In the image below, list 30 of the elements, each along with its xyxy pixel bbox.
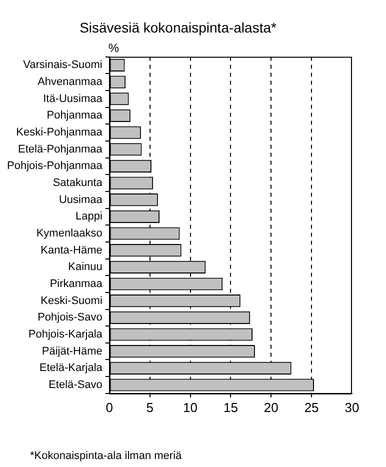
y-tick-label: Kymenlaakso [36,228,102,240]
y-tick-label: Pohjanmaa [46,110,104,122]
y-tick-label: Pohjois-Savo [38,312,102,324]
y-tick-label: Ahvenanmaa [38,76,104,88]
y-tick-label: Keski-Suomi [40,294,102,307]
y-tick-label: Päijät-Häme [42,345,102,358]
x-tick-label: 25 [304,400,319,415]
y-tick-label: Pohjois-Karjala [28,328,104,341]
y-tick-label: Pohjois-Pohjanmaa [7,160,104,172]
x-tick-label: 30 [344,400,360,415]
y-tick-label: Kanta-Häme [40,244,102,256]
x-tick-label: 5 [146,400,154,415]
y-tick-label: Satakunta [52,177,104,190]
text: *Kokonaispinta-ala ilman meriä [30,450,183,462]
y-tick-label: Uusimaa [58,194,104,206]
y-tick-label: Pirkanmaa [50,278,104,290]
y-tick-label: Etelä-Savo [48,379,102,392]
y-tick-label: Etelä-Pohjanmaa [18,143,104,156]
y-tick-label: Keski-Pohjanmaa [16,126,104,139]
x-tick-label: 20 [264,400,278,415]
x-tick-label: 0 [106,400,114,415]
chart-title: Sisävesiä kokonaispinta-alasta* [80,19,277,36]
y-tick-label: Kainuu [68,261,102,274]
y-tick-label: Itä-Uusimaa [43,92,104,105]
y-tick-label: Lappi [75,210,102,223]
x-tick-label: 15 [223,400,238,415]
y-tick-label: Etelä-Karjala [39,362,104,374]
y-tick-label: Varsinais-Suomi [23,59,102,72]
x-tick-label: 10 [183,400,198,415]
x-axis-title: % [108,41,120,56]
